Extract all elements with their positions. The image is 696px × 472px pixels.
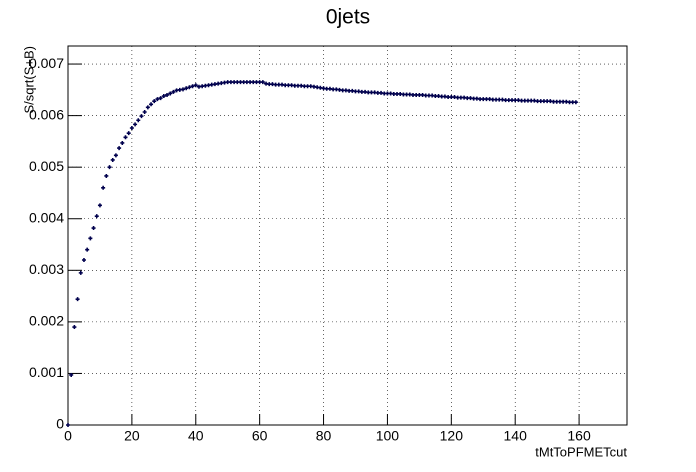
y-tick-label: 0.003	[29, 261, 64, 277]
data-point	[72, 325, 77, 330]
x-tick-label: 20	[124, 428, 140, 444]
data-point	[94, 214, 99, 219]
data-point	[85, 247, 90, 252]
data-point	[573, 100, 578, 105]
data-point	[104, 173, 109, 178]
x-axis-label: tMtToPFMETcut	[535, 444, 627, 459]
x-tick-label: 100	[376, 428, 400, 444]
y-tick-label: 0.004	[29, 209, 64, 225]
x-tick-label: 160	[567, 428, 591, 444]
data-point	[152, 99, 157, 104]
data-point	[113, 153, 118, 158]
plot-frame	[67, 45, 628, 426]
data-point	[81, 257, 86, 262]
chart-title: 0jets	[326, 6, 370, 29]
data-point	[193, 83, 198, 88]
data-point	[117, 146, 122, 151]
data-point	[139, 114, 144, 119]
x-tick-label: 80	[316, 428, 332, 444]
data-point	[66, 423, 70, 427]
data-point	[110, 157, 115, 162]
y-tick-label: 0	[56, 416, 64, 432]
data-point	[97, 203, 102, 208]
x-tick-label: 0	[64, 428, 72, 444]
data-point	[136, 118, 141, 123]
y-tick-label: 0.005	[29, 158, 64, 174]
data-point	[75, 297, 80, 302]
data-point	[101, 185, 106, 190]
data-point	[149, 102, 154, 107]
data-point	[161, 94, 166, 99]
data-point	[107, 165, 112, 170]
data-point	[168, 91, 173, 96]
data-point	[165, 92, 170, 97]
data-point	[260, 80, 265, 85]
y-tick-label: 0.002	[29, 313, 64, 329]
data-point	[69, 372, 74, 377]
data-point	[88, 236, 93, 241]
y-tick-label: 0.007	[29, 55, 64, 71]
data-point	[133, 122, 138, 127]
data-point	[158, 96, 163, 101]
data-point	[155, 97, 160, 102]
x-tick-label: 60	[252, 428, 268, 444]
data-point	[171, 89, 176, 94]
data-point	[142, 110, 147, 115]
data-point	[129, 125, 134, 130]
y-axis-label: S/sqrt(S+B)	[21, 46, 36, 114]
data-point	[123, 135, 128, 140]
data-point	[180, 87, 185, 92]
y-tick-label: 0.001	[29, 364, 64, 380]
x-tick-label: 140	[504, 428, 528, 444]
data-point	[145, 105, 150, 110]
data-point	[78, 270, 83, 275]
data-point	[184, 86, 189, 91]
y-tick-label: 0.006	[29, 106, 64, 122]
data-point	[126, 131, 131, 136]
data-point	[190, 84, 195, 89]
x-tick-label: 120	[440, 428, 464, 444]
data-point	[91, 226, 96, 231]
data-point	[120, 140, 125, 145]
x-tick-label: 40	[188, 428, 204, 444]
data-point	[187, 85, 192, 90]
